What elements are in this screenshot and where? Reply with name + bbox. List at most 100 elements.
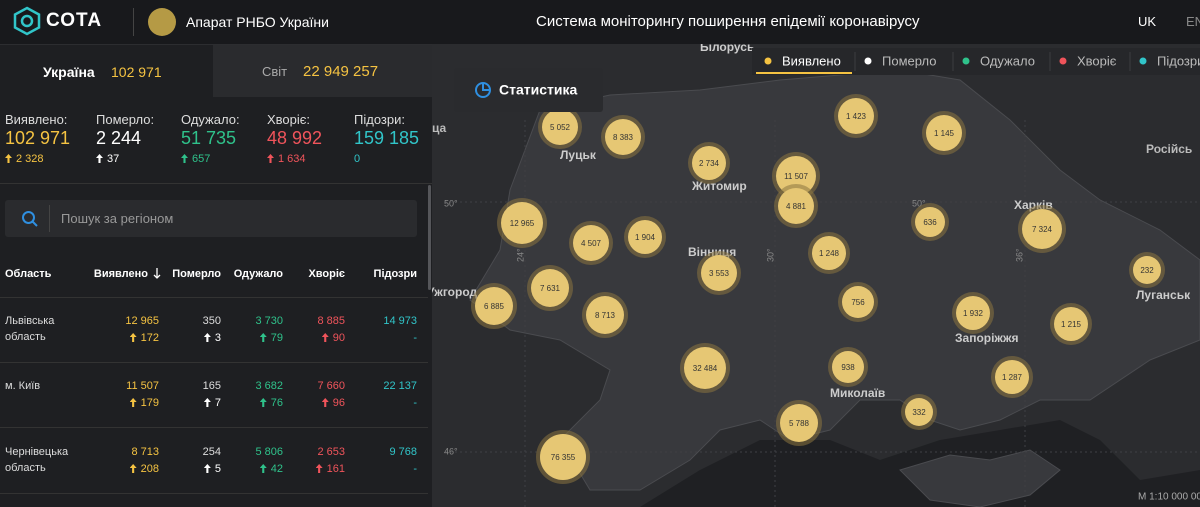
arrow-up — [259, 333, 267, 342]
grid-label: 24° — [515, 248, 525, 262]
arrow-up — [315, 464, 323, 473]
bubble-label: 5 788 — [789, 419, 810, 428]
legend-dot — [1059, 57, 1067, 65]
col-header: Область — [5, 268, 52, 280]
city-label: Ужгород — [432, 285, 477, 299]
legend-dot — [1139, 57, 1147, 65]
arrow-up — [181, 154, 188, 163]
legend-bar — [752, 48, 1200, 75]
bubble[interactable] — [832, 351, 864, 383]
cell-delta: 90 — [321, 332, 345, 344]
bubble-label: 76 355 — [551, 453, 576, 462]
scale: М 1:10 000 000 — [1138, 492, 1200, 503]
summary-value: 48 992 — [267, 128, 323, 148]
col-header: Підозри — [373, 268, 417, 280]
arrow-up — [203, 464, 211, 473]
search-box — [5, 200, 417, 237]
delta-text: - — [413, 463, 417, 475]
lang[interactable]: EN — [1186, 14, 1200, 29]
bubble[interactable] — [573, 225, 609, 261]
legend-item[interactable]: Одужало — [980, 53, 1035, 68]
cell-delta: - — [413, 463, 417, 475]
lang[interactable]: UK — [1138, 14, 1157, 29]
bubble-label: 4 507 — [581, 239, 602, 248]
bubble[interactable] — [501, 202, 543, 244]
bubble[interactable] — [995, 360, 1029, 394]
bubble[interactable] — [926, 115, 962, 151]
bubble-label: 8 383 — [613, 133, 634, 142]
region-name: Чернівецька область — [5, 446, 69, 474]
summary-delta: 657 — [181, 153, 210, 165]
cell-value: 14 973 — [383, 315, 417, 327]
cell-delta: 79 — [259, 332, 283, 344]
bubble[interactable] — [628, 220, 662, 254]
col-header: Одужало — [233, 268, 283, 280]
bubble[interactable] — [1133, 256, 1161, 284]
summary-label: Одужало: — [181, 112, 240, 127]
delta-text: 657 — [192, 153, 211, 165]
bubble[interactable] — [956, 296, 990, 330]
cell-delta: - — [413, 332, 417, 344]
bubble[interactable] — [778, 188, 814, 224]
bubble[interactable] — [684, 347, 726, 389]
bubble[interactable] — [531, 269, 569, 307]
stats-button[interactable] — [454, 68, 603, 112]
delta-text: 7 — [214, 397, 221, 409]
tab-label[interactable]: Україна — [43, 64, 95, 80]
bubble-label: 5 052 — [550, 123, 571, 132]
bubble[interactable] — [905, 398, 933, 426]
delta-text: - — [413, 397, 417, 409]
bubble-label: 6 885 — [484, 302, 505, 311]
tab-world-bg — [213, 45, 432, 97]
bubble-label: 2 734 — [699, 159, 720, 168]
search-placeholder[interactable]: Пошук за регіоном — [61, 211, 174, 226]
bubble[interactable] — [780, 404, 818, 442]
arrow-up — [259, 398, 267, 407]
bubble[interactable] — [812, 236, 846, 270]
cell-delta: 3 — [203, 332, 221, 344]
delta-text: 161 — [326, 463, 345, 475]
city-label: Луцьк — [560, 148, 597, 162]
summary-value: 102 971 — [5, 128, 71, 148]
col-header[interactable]: Виявлено — [93, 268, 148, 280]
row-sep — [0, 493, 428, 494]
search-icon — [22, 211, 38, 227]
legend-item[interactable]: Хворіє — [1077, 53, 1117, 68]
legend-item[interactable]: Померло — [882, 53, 937, 68]
tab-label[interactable]: Світ — [262, 64, 288, 79]
bubble[interactable] — [915, 207, 945, 237]
arrow-up — [96, 154, 103, 163]
delta-text: 76 — [270, 397, 283, 409]
bubble-label: 756 — [851, 298, 865, 307]
bubble[interactable] — [1022, 209, 1062, 249]
cell-value: 12 965 — [125, 315, 159, 327]
bubble[interactable] — [838, 98, 874, 134]
bubble[interactable] — [1054, 307, 1088, 341]
arrow-up — [321, 398, 329, 407]
delta-text: 5 — [214, 463, 221, 475]
grid-label: 36° — [1014, 248, 1024, 262]
delta-text: 90 — [332, 332, 345, 344]
bubble[interactable] — [776, 156, 816, 196]
row-sep — [0, 297, 428, 298]
bubble-label: 12 965 — [510, 219, 535, 228]
bubble-label: 232 — [1140, 266, 1154, 275]
bubble[interactable] — [701, 255, 737, 291]
arrow-up — [203, 333, 211, 342]
divider — [0, 183, 432, 184]
arrow-up — [203, 398, 211, 407]
bubble[interactable] — [475, 287, 513, 325]
grid-label: 50° — [912, 198, 926, 208]
bubble[interactable] — [692, 146, 726, 180]
bubble[interactable] — [605, 119, 641, 155]
logo-icon — [13, 6, 41, 36]
cell-delta: 172 — [129, 332, 159, 344]
bubble[interactable] — [586, 296, 624, 334]
bubble[interactable] — [842, 286, 874, 318]
bubble[interactable] — [540, 434, 586, 480]
bubble[interactable] — [542, 109, 578, 145]
legend-item[interactable]: Виявлено — [782, 53, 841, 68]
cell-value: 254 — [202, 446, 221, 458]
legend-item[interactable]: Підозри — [1157, 53, 1200, 68]
city-label: Луганськ — [1136, 288, 1191, 302]
